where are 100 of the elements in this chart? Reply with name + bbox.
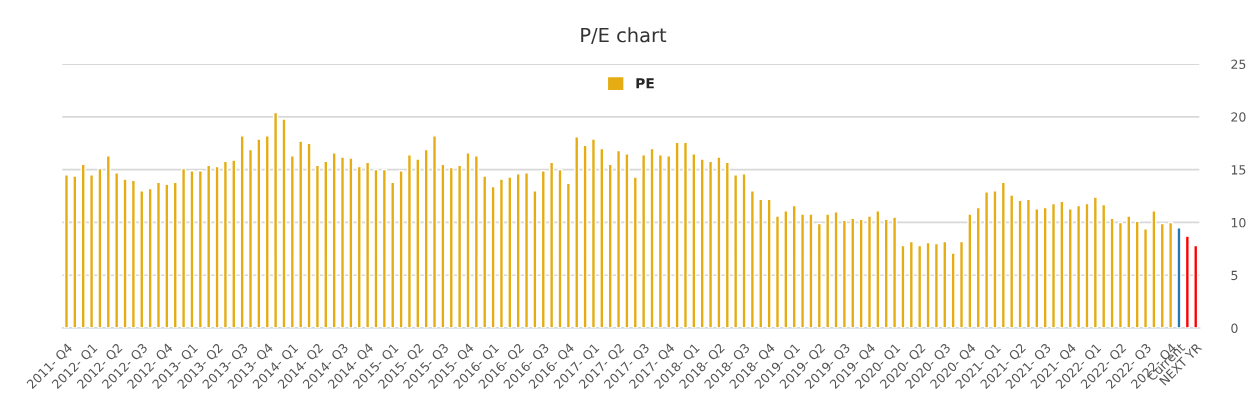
bar [80, 163, 86, 329]
bar [816, 222, 822, 329]
bar [206, 164, 212, 329]
bar [1042, 206, 1048, 329]
bar [615, 149, 622, 329]
bar [515, 173, 521, 329]
bar [356, 165, 362, 329]
bar [1176, 227, 1182, 329]
bar [122, 178, 128, 329]
bar [758, 198, 764, 329]
bar [1084, 202, 1090, 329]
bar [1101, 203, 1107, 329]
y-tick-label: 0 [1231, 323, 1238, 333]
bar [1025, 198, 1031, 329]
bar [724, 161, 730, 329]
bar [306, 142, 312, 329]
bar [139, 190, 145, 329]
bar [707, 160, 714, 329]
bar [791, 204, 797, 329]
bar [992, 190, 998, 329]
y-tick-label: 20 [1231, 112, 1246, 122]
bar [841, 219, 847, 329]
bar [850, 217, 856, 329]
bar [406, 154, 413, 329]
bar [883, 218, 889, 329]
bar [1134, 220, 1140, 329]
bar [298, 140, 304, 329]
bar [1151, 210, 1157, 329]
bar [323, 160, 329, 329]
bar [72, 175, 78, 329]
bar [331, 152, 337, 329]
chart-title: P/E chart [581, 27, 667, 44]
bar [181, 167, 187, 329]
bar [507, 176, 513, 329]
bar [783, 210, 789, 329]
bar [691, 153, 697, 329]
bar [1034, 208, 1040, 329]
bar [649, 147, 655, 329]
bar [958, 240, 965, 329]
bar [599, 147, 605, 329]
bar [908, 240, 914, 329]
bar [1142, 228, 1149, 329]
bar [473, 155, 479, 329]
y-tick-label: 15 [1231, 165, 1246, 175]
y-tick-label: 25 [1231, 59, 1246, 69]
bar [189, 170, 195, 329]
y-tick-label: 10 [1231, 217, 1246, 228]
bar [866, 215, 873, 329]
bar [950, 252, 956, 329]
bar [172, 181, 178, 329]
bar [582, 144, 588, 329]
bar [523, 172, 530, 329]
bar [532, 190, 538, 329]
bar [431, 135, 438, 329]
bar [147, 187, 153, 329]
bar [549, 161, 555, 329]
bar [1009, 194, 1015, 329]
bar [440, 163, 446, 329]
bar [1059, 200, 1065, 329]
bar [674, 141, 680, 329]
bar [749, 190, 755, 329]
bar [88, 174, 95, 329]
bar [1067, 208, 1073, 329]
bar [1159, 222, 1165, 329]
bar [933, 242, 939, 329]
bar [130, 179, 136, 329]
bar [666, 155, 672, 329]
bar [900, 244, 906, 329]
bar [1184, 235, 1190, 329]
bar [164, 183, 170, 329]
bar [273, 111, 279, 329]
bar [381, 168, 387, 329]
bar [239, 135, 245, 329]
bar [1017, 199, 1023, 329]
bar [423, 148, 429, 329]
bar [657, 154, 663, 329]
bar [699, 158, 705, 329]
bar [1168, 221, 1174, 329]
bar [574, 136, 580, 329]
bar [457, 164, 463, 329]
bar [1076, 204, 1082, 329]
bar [590, 138, 597, 329]
bar [247, 148, 254, 329]
bar [448, 166, 454, 329]
bar [231, 159, 237, 329]
bar [490, 185, 496, 329]
bar [264, 135, 270, 329]
bar [875, 210, 881, 329]
bar [498, 178, 505, 329]
bar [197, 170, 203, 329]
bar [733, 174, 739, 329]
bar [1000, 181, 1006, 329]
bar [833, 211, 839, 329]
bar [808, 213, 814, 329]
bar [1050, 202, 1057, 329]
bar [1109, 217, 1115, 329]
bar [967, 213, 973, 329]
bar [63, 174, 70, 329]
bar [415, 158, 421, 329]
bar [365, 161, 371, 329]
